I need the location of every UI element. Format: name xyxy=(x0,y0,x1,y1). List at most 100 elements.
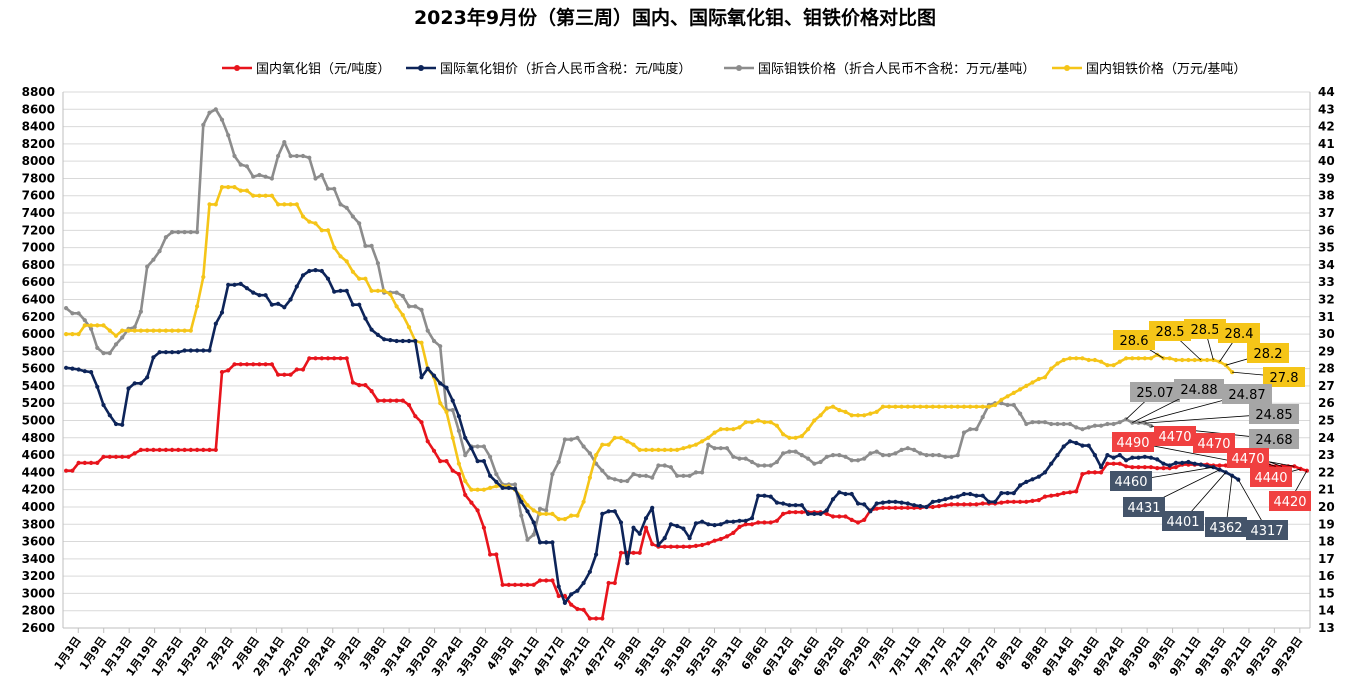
data-point xyxy=(1136,455,1141,460)
data-point xyxy=(325,186,331,191)
data-point xyxy=(419,340,424,345)
data-point xyxy=(188,230,193,235)
data-point xyxy=(955,502,960,507)
data-point xyxy=(369,327,374,332)
callout-label: 4460 xyxy=(1114,475,1147,490)
data-point xyxy=(1142,465,1147,470)
data-point xyxy=(132,325,137,330)
data-point xyxy=(618,435,624,440)
data-point xyxy=(207,348,212,353)
data-point xyxy=(400,312,405,318)
data-point xyxy=(188,348,193,353)
data-point xyxy=(955,404,960,409)
data-point xyxy=(936,498,942,503)
data-point xyxy=(438,401,443,406)
data-point xyxy=(475,444,480,449)
data-point xyxy=(176,447,181,452)
data-point xyxy=(880,505,886,510)
data-point xyxy=(1030,420,1035,425)
y-left-tick-label: 8600 xyxy=(22,102,55,116)
data-point xyxy=(824,454,829,459)
callout-label: 4420 xyxy=(1273,495,1306,510)
callout-group: 24.87 xyxy=(1138,384,1272,424)
data-point xyxy=(1061,357,1066,363)
data-point xyxy=(294,153,299,159)
data-point xyxy=(949,404,954,409)
data-point xyxy=(544,511,549,516)
data-point xyxy=(132,381,137,386)
callout-box xyxy=(1205,517,1247,537)
y-right-tick-label: 37 xyxy=(1318,206,1335,220)
data-point xyxy=(955,494,960,499)
data-point xyxy=(849,517,854,523)
data-point xyxy=(837,514,842,519)
data-point xyxy=(943,497,948,502)
data-point xyxy=(350,380,355,385)
data-point xyxy=(207,110,212,115)
data-point xyxy=(531,508,536,513)
y-right-tick-label: 29 xyxy=(1318,344,1335,358)
data-point xyxy=(182,230,187,235)
data-point xyxy=(830,497,836,502)
data-point xyxy=(145,264,150,269)
data-point xyxy=(363,243,368,248)
data-point xyxy=(400,338,405,344)
grid-lines xyxy=(62,91,1311,629)
data-point xyxy=(675,447,680,452)
data-point xyxy=(681,526,686,531)
data-point xyxy=(912,447,917,452)
data-point xyxy=(201,447,206,452)
data-point xyxy=(737,524,742,530)
data-point xyxy=(1092,357,1097,363)
data-point xyxy=(905,404,910,409)
data-point xyxy=(687,544,692,549)
data-point xyxy=(1148,423,1154,429)
data-point xyxy=(812,461,817,466)
data-point xyxy=(706,522,711,527)
data-point xyxy=(1018,499,1023,504)
data-point xyxy=(444,459,449,464)
data-point xyxy=(506,582,511,587)
data-point xyxy=(718,522,723,527)
data-point xyxy=(444,385,449,390)
data-point xyxy=(930,453,935,458)
data-point xyxy=(431,448,437,453)
data-point xyxy=(936,404,942,409)
data-point xyxy=(525,582,530,587)
data-point xyxy=(1036,498,1041,503)
callout-box xyxy=(1110,471,1152,491)
data-point xyxy=(625,439,630,444)
data-point xyxy=(276,153,281,159)
data-point xyxy=(862,413,867,418)
data-point xyxy=(787,435,792,440)
data-point xyxy=(519,513,524,518)
data-point xyxy=(64,332,69,337)
data-point xyxy=(419,420,424,425)
data-point xyxy=(300,367,306,372)
data-point xyxy=(706,541,711,546)
data-point xyxy=(531,582,536,587)
data-point xyxy=(95,345,100,350)
y-left-tick-label: 6000 xyxy=(22,327,55,341)
data-point xyxy=(382,337,387,342)
callout-label: 24.87 xyxy=(1228,388,1265,403)
data-point xyxy=(700,439,705,444)
data-point xyxy=(968,427,973,432)
data-point xyxy=(406,338,412,344)
data-point xyxy=(201,348,206,353)
data-point xyxy=(980,404,985,409)
data-point xyxy=(288,297,293,302)
callout-box xyxy=(1154,426,1196,446)
data-point xyxy=(837,408,842,413)
data-point xyxy=(350,214,355,219)
data-point xyxy=(668,522,674,527)
data-point xyxy=(675,544,680,549)
data-point xyxy=(76,311,81,316)
y-right-tick-label: 35 xyxy=(1318,241,1335,255)
data-point xyxy=(332,289,337,294)
data-point xyxy=(899,500,904,505)
y-right-tick-label: 32 xyxy=(1318,292,1335,306)
data-point xyxy=(918,504,923,509)
data-point xyxy=(1011,390,1016,395)
data-point xyxy=(1036,420,1041,425)
